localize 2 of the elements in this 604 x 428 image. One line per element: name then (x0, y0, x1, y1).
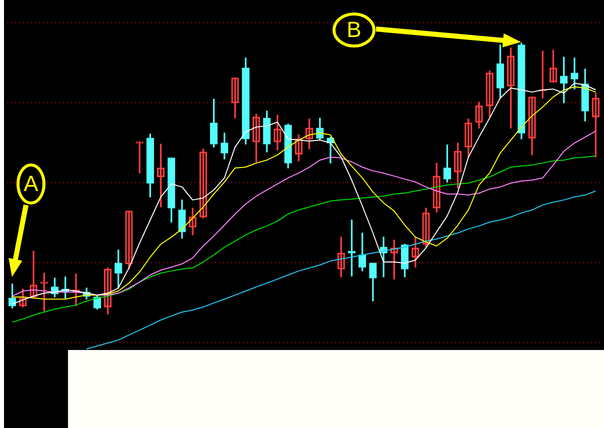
text: B (346, 17, 362, 42)
annotation: A (24, 171, 38, 196)
